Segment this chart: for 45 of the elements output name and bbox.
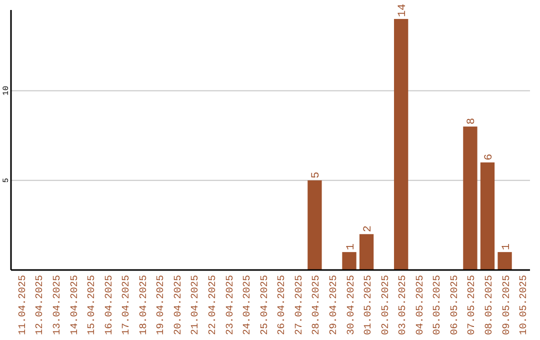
x-tick-label: 26.04.2025 bbox=[277, 275, 288, 336]
x-tick-label: 22.04.2025 bbox=[208, 275, 220, 336]
x-tick-label: 15.04.2025 bbox=[87, 275, 98, 336]
x-tick-label: 07.05.2025 bbox=[467, 275, 478, 336]
x-tick-label: 16.04.2025 bbox=[104, 275, 116, 336]
data-label: 1 bbox=[500, 243, 513, 250]
x-tick-label: 05.05.2025 bbox=[432, 275, 444, 336]
x-tick-label: 08.05.2025 bbox=[484, 275, 496, 336]
x-tick-label: 09.05.2025 bbox=[502, 275, 513, 336]
x-tick-label: 23.04.2025 bbox=[225, 275, 236, 336]
x-tick-label: 28.04.2025 bbox=[312, 275, 323, 336]
x-tick-label: 24.04.2025 bbox=[242, 275, 254, 336]
x-tick-label: 20.04.2025 bbox=[173, 275, 184, 336]
x-tick-label: 21.04.2025 bbox=[190, 275, 202, 336]
x-tick-label: 25.04.2025 bbox=[260, 275, 271, 336]
x-tick-label: 02.05.2025 bbox=[380, 275, 392, 336]
x-tick-label: 04.05.2025 bbox=[415, 275, 426, 336]
x-tick-label: 17.04.2025 bbox=[122, 275, 133, 336]
bar bbox=[394, 18, 408, 270]
x-tick-label: 14.04.2025 bbox=[70, 275, 81, 336]
x-tick-label: 11.04.2025 bbox=[18, 275, 29, 336]
data-label: 2 bbox=[362, 226, 375, 232]
data-label: 14 bbox=[397, 3, 410, 17]
x-tick-label: 10.05.2025 bbox=[519, 275, 530, 336]
data-label: 1 bbox=[345, 243, 358, 250]
x-tick-label: 06.05.2025 bbox=[450, 275, 461, 336]
x-tick-label: 19.04.2025 bbox=[156, 275, 168, 336]
x-tick-label: 29.04.2025 bbox=[328, 275, 340, 336]
x-tick-label: 01.05.2025 bbox=[364, 275, 375, 336]
x-tick-label: 18.04.2025 bbox=[138, 275, 150, 336]
y-tick-label: 10 bbox=[2, 86, 11, 96]
data-label: 8 bbox=[466, 118, 478, 125]
bar bbox=[342, 252, 356, 270]
bar bbox=[480, 162, 495, 270]
bar bbox=[308, 180, 322, 270]
x-tick-label: 03.05.2025 bbox=[398, 275, 410, 336]
x-tick-label: 27.04.2025 bbox=[294, 275, 306, 336]
x-tick-label: 30.04.2025 bbox=[346, 275, 358, 336]
bar bbox=[498, 252, 512, 270]
bar bbox=[359, 234, 374, 270]
bar bbox=[463, 126, 478, 270]
data-label: 5 bbox=[310, 172, 323, 178]
x-tick-label: 12.04.2025 bbox=[35, 275, 46, 336]
data-label: 6 bbox=[483, 154, 496, 160]
x-tick-label: 13.04.2025 bbox=[52, 275, 64, 336]
